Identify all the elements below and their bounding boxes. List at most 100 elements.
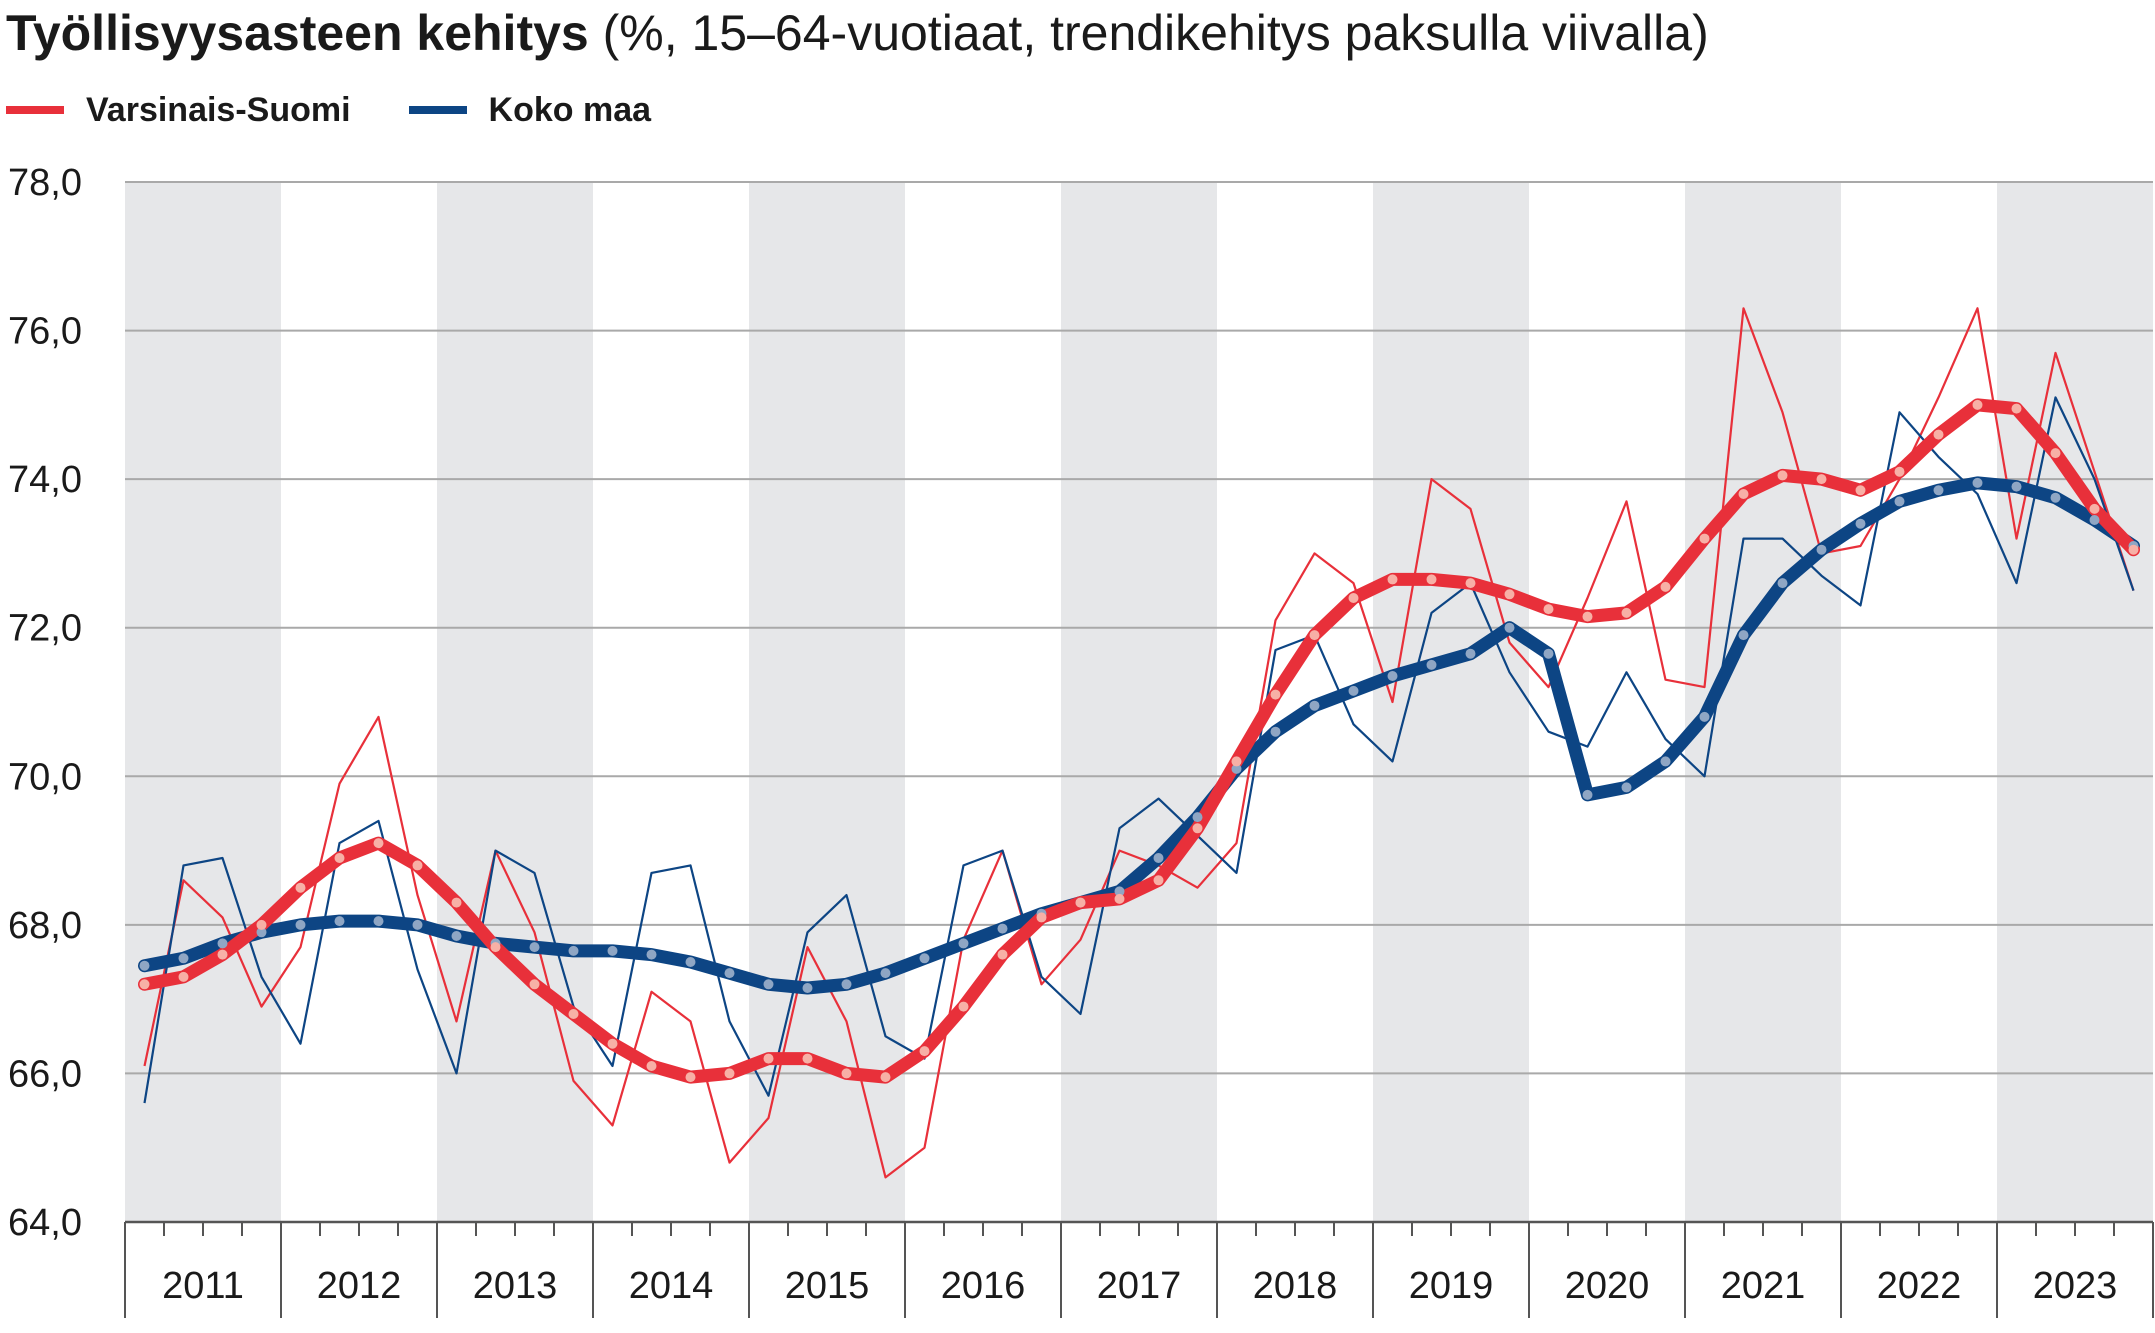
chart-title-main: Työllisyysasteen kehitys bbox=[6, 5, 589, 61]
trend-point-varsinais-suomi bbox=[1699, 533, 1710, 544]
y-tick-label: 70,0 bbox=[8, 756, 82, 798]
x-tick-label: 2023 bbox=[2033, 1265, 2118, 1307]
trend-point-koko-maa bbox=[1855, 518, 1866, 529]
y-tick-label: 72,0 bbox=[8, 608, 82, 650]
trend-point-koko-maa bbox=[1426, 659, 1437, 670]
trend-point-varsinais-suomi bbox=[1036, 912, 1047, 923]
legend-label: Koko maa bbox=[488, 90, 652, 129]
trend-point-varsinais-suomi bbox=[1738, 489, 1749, 499]
trend-point-koko-maa bbox=[1543, 648, 1554, 659]
trend-point-koko-maa bbox=[1660, 756, 1671, 767]
trend-point-koko-maa bbox=[1348, 685, 1359, 696]
trend-line-varsinais-suomi bbox=[138, 398, 2140, 1084]
legend-label: Varsinais-Suomi bbox=[86, 90, 351, 129]
x-tick-label: 2017 bbox=[1097, 1265, 1182, 1307]
trend-point-koko-maa bbox=[2050, 492, 2061, 503]
trend-point-varsinais-suomi bbox=[607, 1038, 618, 1049]
trend-point-varsinais-suomi bbox=[178, 971, 189, 982]
trend-point-koko-maa bbox=[607, 945, 618, 956]
chart-legend: Varsinais-Suomi Koko maa bbox=[6, 88, 709, 132]
trend-point-koko-maa bbox=[334, 916, 345, 927]
trend-point-koko-maa bbox=[178, 953, 189, 964]
x-tick-label: 2018 bbox=[1253, 1265, 1338, 1307]
trend-point-koko-maa bbox=[1465, 648, 1476, 659]
trend-point-koko-maa bbox=[1231, 763, 1242, 774]
trend-point-varsinais-suomi bbox=[997, 949, 1008, 960]
x-tick-label: 2013 bbox=[473, 1265, 558, 1307]
trend-point-varsinais-suomi bbox=[1582, 611, 1593, 622]
trend-point-varsinais-suomi bbox=[1816, 474, 1827, 485]
trend-point-koko-maa bbox=[1114, 886, 1125, 897]
trend-point-varsinais-suomi bbox=[2011, 403, 2022, 414]
trend-point-varsinais-suomi bbox=[373, 838, 384, 849]
legend-swatch-red bbox=[6, 106, 64, 114]
trend-point-koko-maa bbox=[256, 927, 267, 938]
trend-point-varsinais-suomi bbox=[139, 979, 150, 990]
trend-point-varsinais-suomi bbox=[256, 919, 267, 930]
trend-point-varsinais-suomi bbox=[1972, 399, 1983, 410]
trend-point-koko-maa bbox=[841, 979, 852, 990]
trend-point-koko-maa bbox=[1387, 671, 1398, 681]
x-tick-label: 2012 bbox=[317, 1265, 402, 1307]
chart-title: Työllisyysasteen kehitys (%, 15–64-vuoti… bbox=[6, 2, 1709, 64]
trend-point-koko-maa bbox=[529, 942, 540, 953]
trend-point-koko-maa bbox=[997, 923, 1008, 934]
trend-point-varsinais-suomi bbox=[646, 1061, 657, 1071]
trend-point-varsinais-suomi bbox=[1855, 485, 1866, 496]
x-tick-label: 2016 bbox=[941, 1265, 1026, 1307]
trend-point-koko-maa bbox=[412, 919, 423, 930]
trend-point-koko-maa bbox=[763, 979, 774, 990]
trend-point-koko-maa bbox=[1699, 711, 1710, 722]
trend-point-varsinais-suomi bbox=[2089, 503, 2100, 514]
trend-point-koko-maa bbox=[1972, 477, 1983, 488]
trend-point-koko-maa bbox=[802, 983, 813, 993]
trend-point-koko-maa bbox=[295, 919, 306, 930]
x-tick-label: 2019 bbox=[1409, 1265, 1494, 1307]
year-band bbox=[1997, 182, 2153, 1222]
trend-point-varsinais-suomi bbox=[451, 897, 462, 908]
trend-point-koko-maa bbox=[1777, 578, 1788, 589]
trend-point-varsinais-suomi bbox=[2128, 544, 2139, 555]
x-axis: 2011 2012 2013 2014 2015 2016 2017 2018 2019 2020… bbox=[124, 1222, 2154, 1318]
trend-point-varsinais-suomi bbox=[1114, 893, 1125, 904]
trend-point-koko-maa bbox=[1582, 789, 1593, 800]
trend-point-koko-maa bbox=[958, 938, 969, 949]
trend-point-varsinais-suomi bbox=[763, 1053, 774, 1064]
trend-point-varsinais-suomi bbox=[1894, 466, 1905, 477]
trend-point-koko-maa bbox=[1309, 700, 1320, 711]
trend-point-koko-maa bbox=[373, 916, 384, 927]
year-band bbox=[1373, 182, 1529, 1222]
trend-point-koko-maa bbox=[1816, 544, 1827, 555]
trend-point-varsinais-suomi bbox=[412, 860, 423, 871]
trend-point-koko-maa bbox=[2089, 515, 2100, 525]
trend-point-varsinais-suomi bbox=[1465, 578, 1476, 589]
actual-line-koko-maa bbox=[143, 396, 2135, 1104]
trend-point-varsinais-suomi bbox=[2050, 448, 2061, 459]
trend-point-varsinais-suomi bbox=[490, 942, 501, 953]
trend-point-koko-maa bbox=[451, 931, 462, 941]
trend-point-koko-maa bbox=[1192, 812, 1203, 823]
trend-markers bbox=[139, 399, 2139, 1083]
trend-point-varsinais-suomi bbox=[1543, 604, 1554, 615]
trend-point-varsinais-suomi bbox=[295, 882, 306, 893]
trend-point-koko-maa bbox=[1621, 782, 1632, 793]
year-bands bbox=[125, 182, 2153, 1222]
trend-point-koko-maa bbox=[880, 968, 891, 979]
trend-point-koko-maa bbox=[724, 968, 735, 979]
trend-point-koko-maa bbox=[919, 953, 930, 964]
trend-point-varsinais-suomi bbox=[1660, 581, 1671, 592]
trend-point-koko-maa bbox=[2011, 481, 2022, 492]
trend-point-koko-maa bbox=[568, 945, 579, 956]
series-lines bbox=[138, 307, 2140, 1179]
legend-swatch-blue bbox=[408, 106, 467, 114]
trend-point-varsinais-suomi bbox=[724, 1068, 735, 1079]
trend-point-varsinais-suomi bbox=[1387, 574, 1398, 585]
trend-point-varsinais-suomi bbox=[1270, 689, 1281, 700]
y-axis-ticks: 64,0 66,0 68,0 70,0 72,0 74,0 76,0 78,0 bbox=[8, 162, 82, 1244]
y-tick-label: 76,0 bbox=[8, 311, 82, 353]
trend-point-varsinais-suomi bbox=[529, 979, 540, 990]
trend-point-varsinais-suomi bbox=[1075, 897, 1086, 908]
trend-point-koko-maa bbox=[1894, 496, 1905, 507]
y-tick-label: 74,0 bbox=[8, 459, 82, 501]
trend-point-varsinais-suomi bbox=[1426, 574, 1437, 585]
